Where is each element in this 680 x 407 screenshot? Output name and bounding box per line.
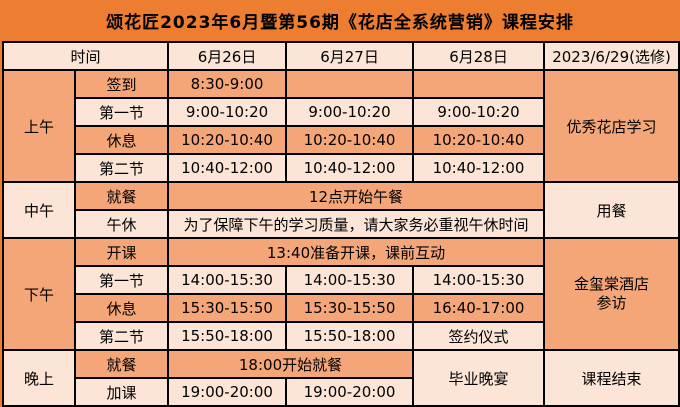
header-cell-day1: 6月26日 [167,41,288,71]
note-cell-noon-meal: 12点开始午餐 [167,181,546,211]
note-cell-noon-rest: 为了保障下午的学习质量，请大家务必重视午休时间 [167,209,546,239]
time-cell-morning-session2-day1: 10:40-12:00 [167,153,288,183]
label-cell-morning-signin: 签到 [73,69,170,99]
time-cell-afternoon-session2-day2: 15:50-18:00 [285,321,415,351]
header-cell-day3: 6月28日 [412,41,546,71]
label-cell-noon-meal: 就餐 [73,181,170,211]
label-cell-afternoon-opening: 开课 [73,237,170,267]
period-cell-noon: 中午 [2,181,76,239]
time-cell-evening-extraclass-day1: 19:00-20:00 [167,377,288,407]
time-cell-morning-break-day1: 10:20-10:40 [167,125,288,155]
activity-cell-afternoon-day4: 金玺棠酒店 参访 [543,237,680,351]
table-row: 休息 15:30-15:50 15:30-15:50 16:40-17:00 [3,293,679,323]
table-row: 第二节 15:50-18:00 15:50-18:00 签约仪式 [3,321,679,351]
label-cell-afternoon-session2: 第二节 [73,321,170,351]
time-cell-afternoon-break-day1: 15:30-15:50 [167,293,288,323]
header-cell-day4: 2023/6/29(选修) [543,41,680,71]
time-cell-afternoon-session1-day1: 14:00-15:30 [167,265,288,295]
schedule-title: 颂花匠2023年6月暨第56期《花店全系统营销》课程安排 [0,0,680,41]
table-row: 午休 为了保障下午的学习质量，请大家务必重视午休时间 [3,209,679,239]
time-cell-morning-session2-day2: 10:40-12:00 [285,153,415,183]
note-cell-evening-meal: 18:00开始就餐 [167,349,415,379]
time-cell-afternoon-break-day2: 15:30-15:50 [285,293,415,323]
time-cell-morning-break-day2: 10:20-10:40 [285,125,415,155]
label-cell-noon-rest: 午休 [73,209,170,239]
activity-afternoon-line1: 金玺棠酒店 [574,275,650,294]
label-cell-morning-session2: 第二节 [73,153,170,183]
time-cell-morning-signin-day2 [285,69,415,99]
time-cell-morning-session1-day1: 9:00-10:20 [167,97,288,127]
header-row: 时间 6月26日 6月27日 6月28日 2023/6/29(选修) [1,41,680,71]
time-cell-afternoon-session1-day2: 14:00-15:30 [285,265,415,295]
activity-cell-morning-day4: 优秀花店学习 [543,69,680,183]
activity-cell-evening-day4: 课程结束 [543,349,680,407]
label-cell-afternoon-session1: 第一节 [73,265,170,295]
table-row: 第二节 10:40-12:00 10:40-12:00 10:40-12:00 [3,153,679,183]
time-cell-morning-signin-day3 [412,69,546,99]
activity-cell-noon-day4: 用餐 [543,181,680,239]
time-cell-afternoon-session2-day1: 15:50-18:00 [167,321,288,351]
label-cell-evening-meal: 就餐 [73,349,170,379]
label-cell-afternoon-break: 休息 [73,293,170,323]
label-cell-morning-session1: 第一节 [73,97,170,127]
course-schedule-table: 时间 6月26日 6月27日 6月28日 2023/6/29(选修) 上午 签到… [1,41,680,407]
table-row: 第一节 14:00-15:30 14:00-15:30 14:00-15:30 [3,265,679,295]
period-cell-morning: 上午 [2,69,76,183]
event-cell-evening-day3: 毕业晚宴 [412,349,546,407]
time-cell-morning-signin-day1: 8:30-9:00 [167,69,288,99]
table-row: 加课 19:00-20:00 19:00-20:00 [3,377,679,407]
time-cell-morning-session1-day2: 9:00-10:20 [285,97,415,127]
period-cell-evening: 晚上 [2,349,76,407]
time-cell-evening-extraclass-day2: 19:00-20:00 [285,377,415,407]
label-cell-morning-break: 休息 [73,125,170,155]
table-row: 中午 就餐 12点开始午餐 用餐 [2,181,680,239]
activity-afternoon-line2: 参访 [596,294,627,312]
note-cell-afternoon-opening: 13:40准备开课，课前互动 [167,237,546,267]
header-cell-time: 时间 [1,41,170,71]
table-row: 晚上 就餐 18:00开始就餐 毕业晚宴 课程结束 [2,349,680,407]
table-row: 第一节 9:00-10:20 9:00-10:20 9:00-10:20 [3,97,679,127]
time-cell-morning-session1-day3: 9:00-10:20 [412,97,546,127]
table-row: 下午 开课 13:40准备开课，课前互动 金玺棠酒店 参访 [2,237,680,351]
table-row: 休息 10:20-10:40 10:20-10:40 10:20-10:40 [3,125,679,155]
period-cell-afternoon: 下午 [2,237,76,351]
header-cell-day2: 6月27日 [285,41,415,71]
label-cell-evening-extraclass: 加课 [73,377,170,407]
time-cell-morning-break-day3: 10:20-10:40 [412,125,546,155]
time-cell-morning-session2-day3: 10:40-12:00 [412,153,546,183]
table-row: 上午 签到 8:30-9:00 优秀花店学习 [2,69,680,183]
time-cell-afternoon-session1-day3: 14:00-15:30 [412,265,546,295]
event-cell-afternoon-session2-day3: 签约仪式 [412,321,546,351]
time-cell-afternoon-break-day3: 16:40-17:00 [412,293,546,323]
